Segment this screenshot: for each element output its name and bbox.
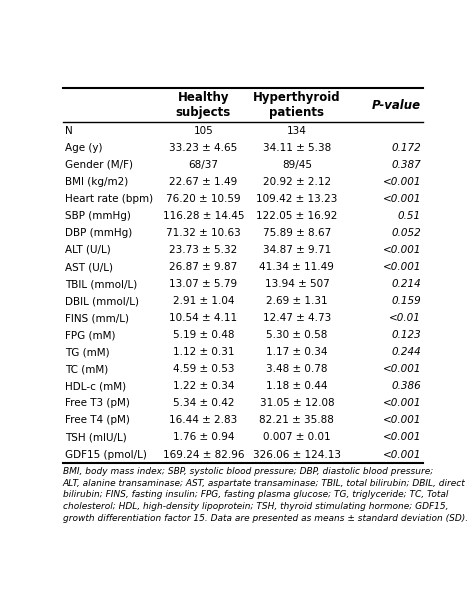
Text: <0.001: <0.001 <box>383 416 421 426</box>
Text: 116.28 ± 14.45: 116.28 ± 14.45 <box>163 211 244 221</box>
Text: 1.12 ± 0.31: 1.12 ± 0.31 <box>173 347 234 357</box>
Text: ALT (U/L): ALT (U/L) <box>65 245 110 255</box>
Text: TSH (mIU/L): TSH (mIU/L) <box>65 432 127 442</box>
Text: SBP (mmHg): SBP (mmHg) <box>65 211 131 221</box>
Text: <0.001: <0.001 <box>383 399 421 408</box>
Text: 16.44 ± 2.83: 16.44 ± 2.83 <box>169 416 237 426</box>
Text: <0.001: <0.001 <box>383 432 421 442</box>
Text: FPG (mM): FPG (mM) <box>65 330 115 340</box>
Text: 26.87 ± 9.87: 26.87 ± 9.87 <box>169 262 237 272</box>
Text: 0.172: 0.172 <box>392 143 421 153</box>
Text: 34.11 ± 5.38: 34.11 ± 5.38 <box>263 143 331 153</box>
Text: 0.386: 0.386 <box>392 381 421 391</box>
Text: 0.214: 0.214 <box>392 279 421 289</box>
Text: 82.21 ± 35.88: 82.21 ± 35.88 <box>259 416 334 426</box>
Text: 2.91 ± 1.04: 2.91 ± 1.04 <box>173 296 234 306</box>
Text: 76.20 ± 10.59: 76.20 ± 10.59 <box>166 194 241 204</box>
Text: 4.59 ± 0.53: 4.59 ± 0.53 <box>173 364 234 375</box>
Text: Free T3 (pM): Free T3 (pM) <box>65 399 129 408</box>
Text: 89/45: 89/45 <box>282 160 312 170</box>
Text: 22.67 ± 1.49: 22.67 ± 1.49 <box>169 177 237 187</box>
Text: <0.001: <0.001 <box>383 364 421 375</box>
Text: 326.06 ± 124.13: 326.06 ± 124.13 <box>253 450 341 459</box>
Text: <0.001: <0.001 <box>383 450 421 459</box>
Text: 33.23 ± 4.65: 33.23 ± 4.65 <box>169 143 237 153</box>
Text: 10.54 ± 4.11: 10.54 ± 4.11 <box>169 313 237 323</box>
Text: 0.007 ± 0.01: 0.007 ± 0.01 <box>263 432 331 442</box>
Text: 12.47 ± 4.73: 12.47 ± 4.73 <box>263 313 331 323</box>
Text: 1.76 ± 0.94: 1.76 ± 0.94 <box>173 432 234 442</box>
Text: 68/37: 68/37 <box>188 160 219 170</box>
Text: Age (y): Age (y) <box>65 143 102 153</box>
Text: DBIL (mmol/L): DBIL (mmol/L) <box>65 296 139 306</box>
Text: 34.87 ± 9.71: 34.87 ± 9.71 <box>263 245 331 255</box>
Text: BMI, body mass index; SBP, systolic blood pressure; DBP, diastolic blood pressur: BMI, body mass index; SBP, systolic bloo… <box>63 467 468 523</box>
Text: 1.18 ± 0.44: 1.18 ± 0.44 <box>266 381 328 391</box>
Text: 5.34 ± 0.42: 5.34 ± 0.42 <box>173 399 234 408</box>
Text: AST (U/L): AST (U/L) <box>65 262 113 272</box>
Text: BMI (kg/m2): BMI (kg/m2) <box>65 177 128 187</box>
Text: 0.244: 0.244 <box>392 347 421 357</box>
Text: 2.69 ± 1.31: 2.69 ± 1.31 <box>266 296 328 306</box>
Text: Heart rate (bpm): Heart rate (bpm) <box>65 194 153 204</box>
Text: 1.22 ± 0.34: 1.22 ± 0.34 <box>173 381 234 391</box>
Text: 134: 134 <box>287 125 307 136</box>
Text: Hyperthyroid
patients: Hyperthyroid patients <box>253 91 341 119</box>
Text: 31.05 ± 12.08: 31.05 ± 12.08 <box>260 399 334 408</box>
Text: 0.51: 0.51 <box>398 211 421 221</box>
Text: <0.001: <0.001 <box>383 194 421 204</box>
Text: <0.001: <0.001 <box>383 177 421 187</box>
Text: 0.052: 0.052 <box>392 228 421 238</box>
Text: 3.48 ± 0.78: 3.48 ± 0.78 <box>266 364 328 375</box>
Text: 20.92 ± 2.12: 20.92 ± 2.12 <box>263 177 331 187</box>
Text: 5.19 ± 0.48: 5.19 ± 0.48 <box>173 330 234 340</box>
Text: GDF15 (pmol/L): GDF15 (pmol/L) <box>65 450 146 459</box>
Text: 0.159: 0.159 <box>392 296 421 306</box>
Text: TBIL (mmol/L): TBIL (mmol/L) <box>65 279 137 289</box>
Text: 0.123: 0.123 <box>392 330 421 340</box>
Text: 5.30 ± 0.58: 5.30 ± 0.58 <box>266 330 328 340</box>
Text: <0.001: <0.001 <box>383 245 421 255</box>
Text: 0.387: 0.387 <box>392 160 421 170</box>
Text: <0.001: <0.001 <box>383 262 421 272</box>
Text: FINS (mm/L): FINS (mm/L) <box>65 313 129 323</box>
Text: P-value: P-value <box>372 98 421 111</box>
Text: 71.32 ± 10.63: 71.32 ± 10.63 <box>166 228 241 238</box>
Text: HDL-c (mM): HDL-c (mM) <box>65 381 126 391</box>
Text: 75.89 ± 8.67: 75.89 ± 8.67 <box>263 228 331 238</box>
Text: 109.42 ± 13.23: 109.42 ± 13.23 <box>256 194 337 204</box>
Text: <0.01: <0.01 <box>389 313 421 323</box>
Text: Gender (M/F): Gender (M/F) <box>65 160 133 170</box>
Text: 122.05 ± 16.92: 122.05 ± 16.92 <box>256 211 337 221</box>
Text: 1.17 ± 0.34: 1.17 ± 0.34 <box>266 347 328 357</box>
Text: 105: 105 <box>193 125 213 136</box>
Text: N: N <box>65 125 73 136</box>
Text: TG (mM): TG (mM) <box>65 347 109 357</box>
Text: DBP (mmHg): DBP (mmHg) <box>65 228 132 238</box>
Text: 23.73 ± 5.32: 23.73 ± 5.32 <box>169 245 237 255</box>
Text: Healthy
subjects: Healthy subjects <box>176 91 231 119</box>
Text: 169.24 ± 82.96: 169.24 ± 82.96 <box>163 450 244 459</box>
Text: TC (mM): TC (mM) <box>65 364 108 375</box>
Text: 13.94 ± 507: 13.94 ± 507 <box>264 279 329 289</box>
Text: Free T4 (pM): Free T4 (pM) <box>65 416 129 426</box>
Text: 41.34 ± 11.49: 41.34 ± 11.49 <box>259 262 334 272</box>
Text: 13.07 ± 5.79: 13.07 ± 5.79 <box>169 279 237 289</box>
